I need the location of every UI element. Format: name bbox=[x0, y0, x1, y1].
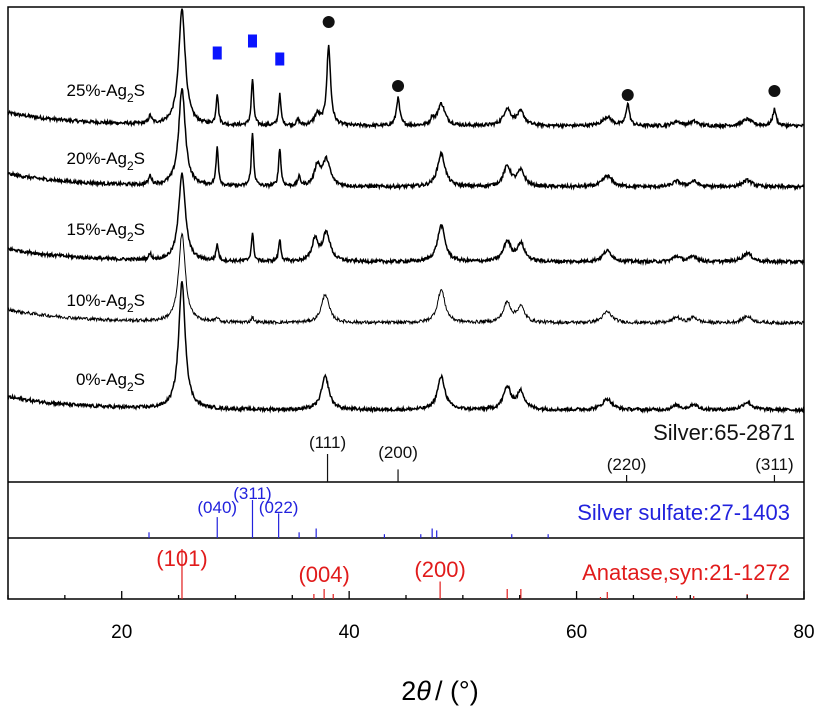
sample-label: 10%-Ag2S bbox=[66, 291, 145, 315]
x-axis-title-unit: / (°) bbox=[435, 676, 479, 706]
hkl-label: (004) bbox=[298, 562, 349, 587]
silver-sulfate-marker bbox=[247, 34, 257, 48]
reference-name: Silver sulfate:27-1403 bbox=[577, 500, 790, 525]
sample-label-subscript: 2 bbox=[127, 91, 134, 105]
x-axis: 20 40 60 80 bbox=[7, 591, 815, 643]
x-tick-label: 20 bbox=[111, 622, 132, 643]
hkl-label: (111) bbox=[309, 433, 346, 452]
sample-label-prefix: 15%-Ag bbox=[66, 220, 126, 239]
sample-label: 15%-Ag2S bbox=[66, 220, 145, 244]
hkl-label: (311) bbox=[233, 484, 271, 503]
silver-sulfate-marker bbox=[212, 46, 222, 60]
xrd-traces bbox=[7, 8, 805, 415]
sample-label-suffix: S bbox=[134, 370, 145, 389]
sample-label-subscript: 2 bbox=[127, 230, 134, 244]
sample-label-suffix: S bbox=[134, 149, 145, 168]
reference-pattern: (040)(311)(022) Silver sulfate:27-1403 bbox=[148, 484, 790, 538]
sample-label-suffix: S bbox=[134, 291, 145, 310]
hkl-label: (200) bbox=[378, 443, 418, 462]
silver-marker bbox=[768, 85, 781, 97]
sample-label-prefix: 10%-Ag bbox=[66, 291, 126, 310]
silver-marker bbox=[322, 16, 335, 28]
silver-sulfate-marker bbox=[275, 52, 285, 66]
x-axis-title: 2θ / (°) bbox=[401, 676, 478, 706]
x-tick-label: 60 bbox=[566, 622, 587, 643]
x-axis-title-prefix: 2 bbox=[401, 676, 416, 706]
reference-pattern: (101) (004) (200) Anatase,syn:21-1272 bbox=[156, 546, 790, 599]
hkl-label: (200) bbox=[414, 557, 465, 582]
xrd-trace bbox=[7, 88, 805, 192]
sample-label: 20%-Ag2S bbox=[66, 149, 145, 173]
sample-label-suffix: S bbox=[134, 81, 145, 100]
x-axis-title-theta: θ bbox=[416, 676, 431, 706]
phase-markers bbox=[212, 16, 781, 101]
reference-name: Anatase,syn:21-1272 bbox=[582, 560, 790, 585]
reference-name: Silver:65-2871 bbox=[653, 420, 795, 445]
sample-label-prefix: 0%-Ag bbox=[76, 370, 127, 389]
sample-label-subscript: 2 bbox=[127, 380, 134, 394]
sample-label: 0%-Ag2S bbox=[76, 370, 145, 394]
xrd-trace bbox=[8, 172, 805, 266]
sample-label-subscript: 2 bbox=[127, 301, 134, 315]
silver-marker bbox=[621, 89, 634, 101]
sample-label-prefix: 20%-Ag bbox=[66, 149, 126, 168]
xrd-trace bbox=[7, 8, 804, 131]
xrd-trace bbox=[7, 281, 805, 415]
sample-label-prefix: 25%-Ag bbox=[66, 81, 126, 100]
hkl-label: (040) bbox=[197, 498, 237, 517]
sample-label: 25%-Ag2S bbox=[66, 81, 145, 105]
hkl-label: (022) bbox=[259, 498, 299, 517]
hkl-label: (220) bbox=[607, 455, 647, 474]
silver-marker bbox=[392, 80, 405, 92]
x-tick-label: 40 bbox=[339, 622, 360, 643]
reference-patterns: (111)(200)(220) (311)Silver:65-2871(040)(… bbox=[148, 420, 795, 599]
hkl-label: (101) bbox=[156, 546, 207, 571]
reference-pattern: (111) (200) (220) (311) Silver:65-2871 bbox=[309, 420, 795, 482]
hkl-label: (311) bbox=[755, 455, 793, 474]
sample-label-subscript: 2 bbox=[127, 159, 134, 173]
sample-label-suffix: S bbox=[134, 220, 145, 239]
x-tick-label: 80 bbox=[793, 622, 814, 643]
xrd-trace bbox=[7, 232, 805, 326]
